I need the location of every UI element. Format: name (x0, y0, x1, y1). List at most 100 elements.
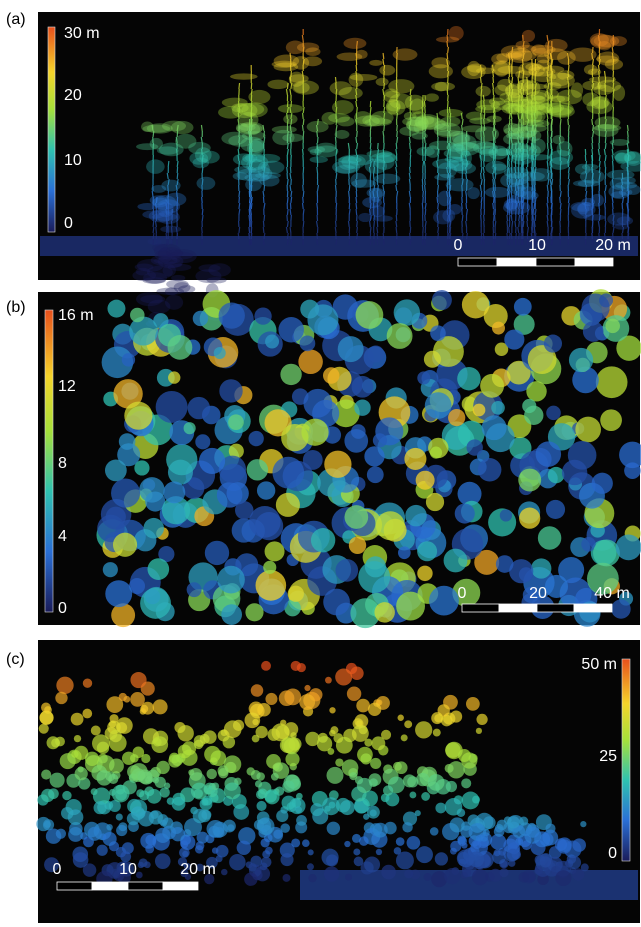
panel-label: (b) (6, 299, 26, 316)
point-cloud (381, 865, 396, 880)
point-cloud (239, 191, 240, 197)
point-cloud (249, 215, 250, 221)
point-cloud (439, 109, 463, 117)
point-cloud (613, 161, 614, 167)
point-cloud (147, 266, 173, 280)
point-cloud (228, 414, 244, 430)
scale-bar (462, 604, 612, 612)
point-cloud (237, 841, 251, 855)
point-cloud (473, 404, 486, 417)
point-cloud (398, 546, 411, 559)
point-cloud (365, 556, 386, 577)
scale-label: 40 m (594, 585, 630, 602)
point-cloud (376, 78, 389, 86)
point-cloud (417, 566, 432, 581)
point-cloud (600, 409, 622, 431)
scale-label: 0 (458, 585, 467, 602)
point-cloud (317, 203, 318, 209)
point-cloud (511, 191, 512, 197)
point-cloud (384, 125, 385, 131)
point-cloud (116, 825, 127, 836)
point-cloud (300, 335, 316, 351)
point-cloud (51, 738, 60, 747)
point-cloud (448, 157, 468, 171)
point-cloud (238, 233, 239, 239)
point-cloud (508, 860, 515, 867)
point-cloud (480, 155, 481, 161)
point-cloud (519, 221, 520, 227)
point-cloud (265, 693, 277, 705)
point-cloud (256, 801, 266, 811)
point-cloud (261, 838, 270, 847)
colorbar-label: 0 (608, 845, 617, 862)
point-cloud (140, 705, 148, 713)
point-cloud (462, 869, 471, 878)
point-cloud (368, 703, 381, 716)
point-cloud (430, 325, 446, 341)
point-cloud (291, 101, 292, 107)
point-cloud (384, 203, 385, 209)
point-cloud (197, 832, 209, 844)
point-cloud (336, 239, 337, 245)
point-cloud (367, 466, 384, 483)
point-cloud (254, 307, 271, 324)
point-cloud (172, 755, 183, 766)
point-cloud (373, 823, 388, 838)
point-cloud (314, 145, 338, 157)
point-cloud (221, 869, 227, 875)
point-cloud (462, 792, 480, 810)
point-cloud (327, 767, 344, 784)
point-cloud (291, 838, 300, 847)
point-cloud (272, 457, 304, 489)
point-cloud (247, 767, 255, 775)
point-cloud (415, 721, 432, 738)
point-cloud (423, 227, 424, 233)
point-cloud (370, 758, 381, 769)
point-cloud (562, 460, 587, 485)
point-cloud (509, 119, 510, 125)
point-cloud (506, 84, 524, 99)
point-cloud (140, 833, 156, 849)
point-cloud (248, 863, 256, 871)
point-cloud (307, 121, 329, 133)
point-cloud (424, 351, 441, 368)
point-cloud (62, 791, 71, 800)
point-cloud (493, 197, 494, 203)
point-cloud (317, 233, 318, 239)
point-cloud (410, 149, 411, 155)
point-cloud (265, 541, 285, 561)
point-cloud (457, 367, 480, 390)
point-cloud (509, 239, 510, 245)
point-cloud (349, 537, 366, 554)
point-cloud (379, 65, 395, 76)
point-cloud (344, 841, 350, 847)
point-cloud (560, 203, 561, 209)
point-cloud (466, 221, 467, 227)
point-cloud (507, 816, 519, 828)
point-cloud (146, 159, 165, 173)
point-cloud (396, 851, 414, 869)
point-cloud (356, 699, 370, 713)
point-cloud (526, 381, 546, 401)
point-cloud (250, 197, 251, 203)
point-cloud (41, 769, 51, 779)
point-cloud (193, 311, 208, 326)
point-cloud (448, 409, 465, 426)
point-cloud (483, 173, 484, 179)
point-cloud (509, 233, 510, 239)
point-cloud (335, 668, 352, 685)
point-cloud (627, 173, 628, 179)
point-cloud (163, 481, 185, 503)
point-cloud (217, 566, 245, 594)
point-cloud (538, 526, 561, 549)
point-cloud (396, 143, 397, 149)
point-cloud (560, 119, 561, 125)
point-cloud (560, 233, 561, 239)
point-cloud (96, 770, 112, 786)
point-cloud (238, 149, 239, 155)
point-cloud (430, 447, 442, 459)
point-cloud (263, 227, 264, 233)
point-cloud (349, 209, 350, 215)
point-cloud (627, 125, 628, 131)
point-cloud (134, 460, 149, 475)
